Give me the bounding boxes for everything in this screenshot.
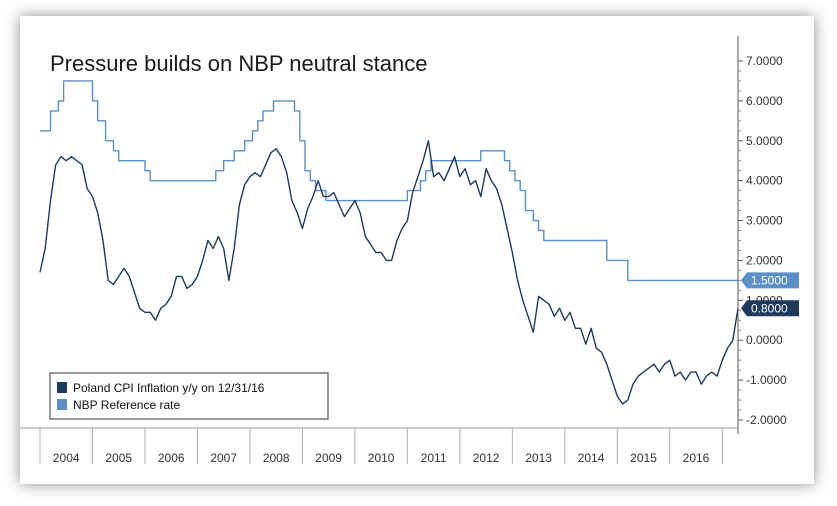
- x-tick-label: 2010: [368, 451, 395, 465]
- y-tick-label: 2.0000: [746, 253, 783, 267]
- x-tick-label: 2005: [105, 451, 132, 465]
- x-tick-label: 2012: [473, 451, 500, 465]
- x-tick-label: 2006: [158, 451, 185, 465]
- x-tick-label: 2008: [263, 451, 290, 465]
- y-tick-label: 3.0000: [746, 214, 783, 228]
- y-tick-label: 0.0000: [746, 333, 783, 347]
- legend-entry-label: NBP Reference rate: [73, 398, 180, 412]
- x-tick-label: 2013: [525, 451, 552, 465]
- x-tick-label: 2004: [53, 451, 80, 465]
- last-value-label: 1.5000: [751, 273, 788, 287]
- chart-title: Pressure builds on NBP neutral stance: [50, 51, 427, 76]
- legend-box: [49, 372, 329, 420]
- legend-entry-label: Poland CPI Inflation y/y on 12/31/16: [73, 381, 265, 395]
- x-tick-label: 2014: [578, 451, 605, 465]
- x-tick-label: 2007: [210, 451, 237, 465]
- x-tick-label: 2016: [683, 451, 710, 465]
- last-value-tag-0: 0.8000: [741, 300, 799, 317]
- series-line-1: [40, 80, 738, 282]
- last-value-tag-1: 1.5000: [741, 272, 799, 289]
- x-tick-label: 2015: [630, 451, 657, 465]
- series-line-0: [39, 140, 739, 405]
- line-chart: Pressure builds on NBP neutral stance 7.…: [20, 36, 799, 465]
- last-value-tag-shape: [741, 300, 799, 317]
- y-tick-label: 4.0000: [746, 174, 783, 188]
- y-tick-label: 5.0000: [746, 134, 783, 148]
- y-tick-label: 6.0000: [746, 94, 783, 108]
- x-tick-label: 2011: [421, 451, 447, 465]
- series-layer: [39, 80, 739, 405]
- legend: Poland CPI Inflation y/y on 12/31/16 NBP …: [49, 372, 329, 420]
- legend-swatch: [57, 382, 67, 393]
- last-value-tag-shape: [741, 272, 799, 289]
- last-value-label: 0.8000: [751, 301, 788, 315]
- y-tick-label: 7.0000: [746, 54, 783, 68]
- y-tick-label: -2.0000: [746, 413, 787, 427]
- legend-swatch: [57, 399, 67, 410]
- axes-layer: 7.00006.00005.00004.00003.00002.00001.00…: [20, 36, 799, 465]
- y-tick-label: -1.0000: [746, 373, 787, 387]
- x-tick-label: 2009: [315, 451, 342, 465]
- chart-card: Pressure builds on NBP neutral stance 7.…: [20, 16, 814, 484]
